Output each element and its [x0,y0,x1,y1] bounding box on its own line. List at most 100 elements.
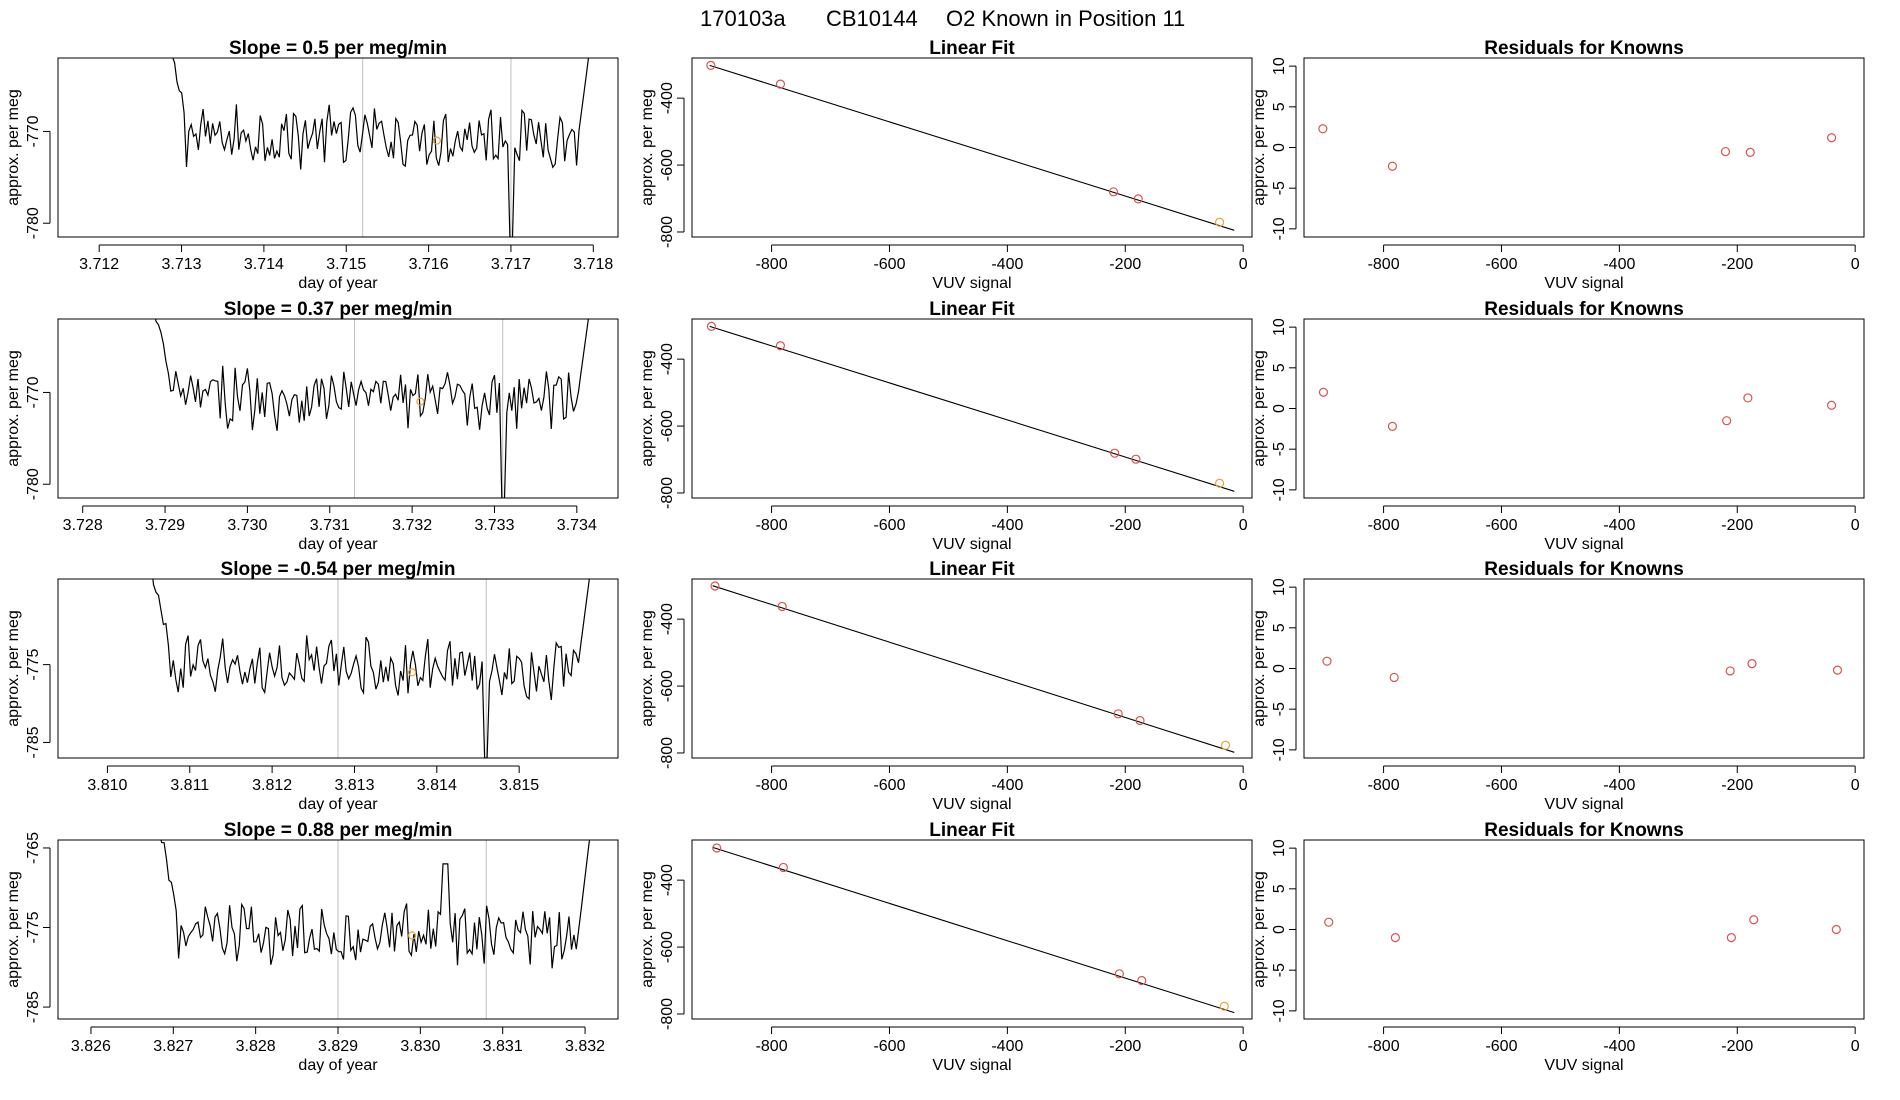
sample-point [1214,217,1225,227]
x-tick-label: -200 [1721,1038,1753,1055]
x-tick-label: 3.733 [474,517,514,534]
figure-title-run: 170103a [700,6,786,31]
x-tick-label: 3.732 [392,517,432,534]
x-tick-label: 3.717 [491,256,531,273]
x-tick-label: -800 [756,517,788,534]
x-tick-label: -200 [1109,1038,1141,1055]
y-tick-label: 0 [1271,925,1288,934]
x-tick-label: 3.815 [499,777,539,794]
residual-point [1390,933,1400,943]
residual-point [1722,416,1732,426]
y-tick-label: 10 [1271,318,1288,336]
known-point [778,862,788,873]
y-tick-label: -10 [1271,217,1288,240]
plot-frame [691,57,1253,238]
x-tick-label: -400 [991,256,1023,273]
y-tick-label: -780 [25,468,42,500]
plot-area [160,840,591,969]
x-tick-label: 3.813 [334,777,374,794]
y-tick-label: -600 [659,931,676,963]
x-tick-label: 0 [1851,256,1860,273]
panel-r1-linear-fit: Linear Fit -800 -600 -400 -200 0 VUV signal -80… [639,38,1253,292]
x-tick-label: -800 [756,256,788,273]
x-tick-label: 3.713 [162,256,202,273]
y-tick-label: 10 [1271,839,1288,857]
residual-point [1318,387,1329,397]
plot-area [1318,387,1837,431]
y-tick-label: -775 [25,911,42,943]
residual-point [1749,915,1759,925]
fit-line [712,585,1235,753]
x-tick-label: -800 [1368,777,1400,794]
residual-point [1826,133,1837,143]
known-point [1113,709,1123,719]
x-tick-label: 3.829 [318,1038,358,1055]
x-tick-label: -600 [873,517,905,534]
x-tick-label: -400 [1603,517,1635,534]
plot-frame [1303,57,1865,238]
x-tick-label: 3.729 [145,517,185,534]
x-tick-label: 3.832 [565,1038,605,1055]
x-tick-label: 0 [1851,517,1860,534]
x-tick-label: -200 [1721,256,1753,273]
y-axis-label: approx. per meg [639,871,656,988]
x-tick-label: -200 [1109,256,1141,273]
x-tick-label: 0 [1851,777,1860,794]
plot-frame [691,578,1253,759]
panel-r2-linear-fit: Linear Fit -800 -600 -400 -200 0 VUV signal -80… [639,299,1253,553]
x-tick-label: -400 [991,1038,1023,1055]
plot-area [152,579,590,758]
x-tick-label: 3.718 [573,256,613,273]
y-tick-label: -10 [1271,999,1288,1022]
panel-title: Slope = 0.88 per meg/min [224,820,453,841]
x-axis-label: day of year [298,275,378,292]
y-tick-label: -800 [659,477,676,509]
plot-frame [57,578,619,759]
residual-point [1745,147,1755,157]
y-tick-label: 0 [1271,404,1288,413]
y-tick-label: -10 [1271,738,1288,761]
x-tick-label: 3.814 [417,777,457,794]
x-tick-label: -400 [991,777,1023,794]
panel-grid: Slope = 0.5 per meg/min 3.712 3.713 3.714 3.… [5,38,1865,1074]
panel-r4-time-series: Slope = 0.88 per meg/min 3.826 3.827 3.828 3… [5,820,619,1074]
x-tick-label: -600 [873,1038,905,1055]
y-tick-label: -800 [659,998,676,1030]
plot-frame [1303,839,1865,1020]
x-tick-label: 3.715 [326,256,366,273]
residual-point [1387,421,1398,431]
x-tick-label: 3.714 [244,256,284,273]
x-tick-label: -600 [873,777,905,794]
sample-point [1219,1001,1229,1011]
residual-point [1747,659,1757,669]
panel-title: Slope = 0.37 per meg/min [224,299,453,320]
residual-point [1387,161,1398,171]
y-tick-label: 0 [1271,664,1288,673]
signal-trace [172,58,590,237]
x-tick-label: -400 [991,517,1023,534]
y-tick-label: -400 [659,864,676,896]
known-point [706,321,717,331]
residual-point [1725,666,1735,676]
y-axis-label: approx. per meg [5,871,22,988]
x-axis-label: VUV signal [1544,536,1623,553]
y-tick-label: 10 [1271,57,1288,75]
x-tick-label: -200 [1721,517,1753,534]
x-tick-label: -600 [1485,517,1517,534]
y-axis-label: approx. per meg [1251,350,1268,467]
y-tick-label: -5 [1271,963,1288,977]
y-tick-label: -780 [25,207,42,239]
x-tick-label: -800 [1368,1038,1400,1055]
x-tick-label: -800 [756,1038,788,1055]
y-axis-label: approx. per meg [5,610,22,727]
known-point [710,581,720,591]
x-axis-label: VUV signal [1544,1057,1623,1074]
sample-marker-point [432,136,441,145]
x-tick-label: 3.731 [310,517,350,534]
x-tick-label: 0 [1851,1038,1860,1055]
x-tick-label: 3.812 [252,777,292,794]
known-point [1133,194,1143,204]
x-tick-label: -200 [1109,517,1141,534]
